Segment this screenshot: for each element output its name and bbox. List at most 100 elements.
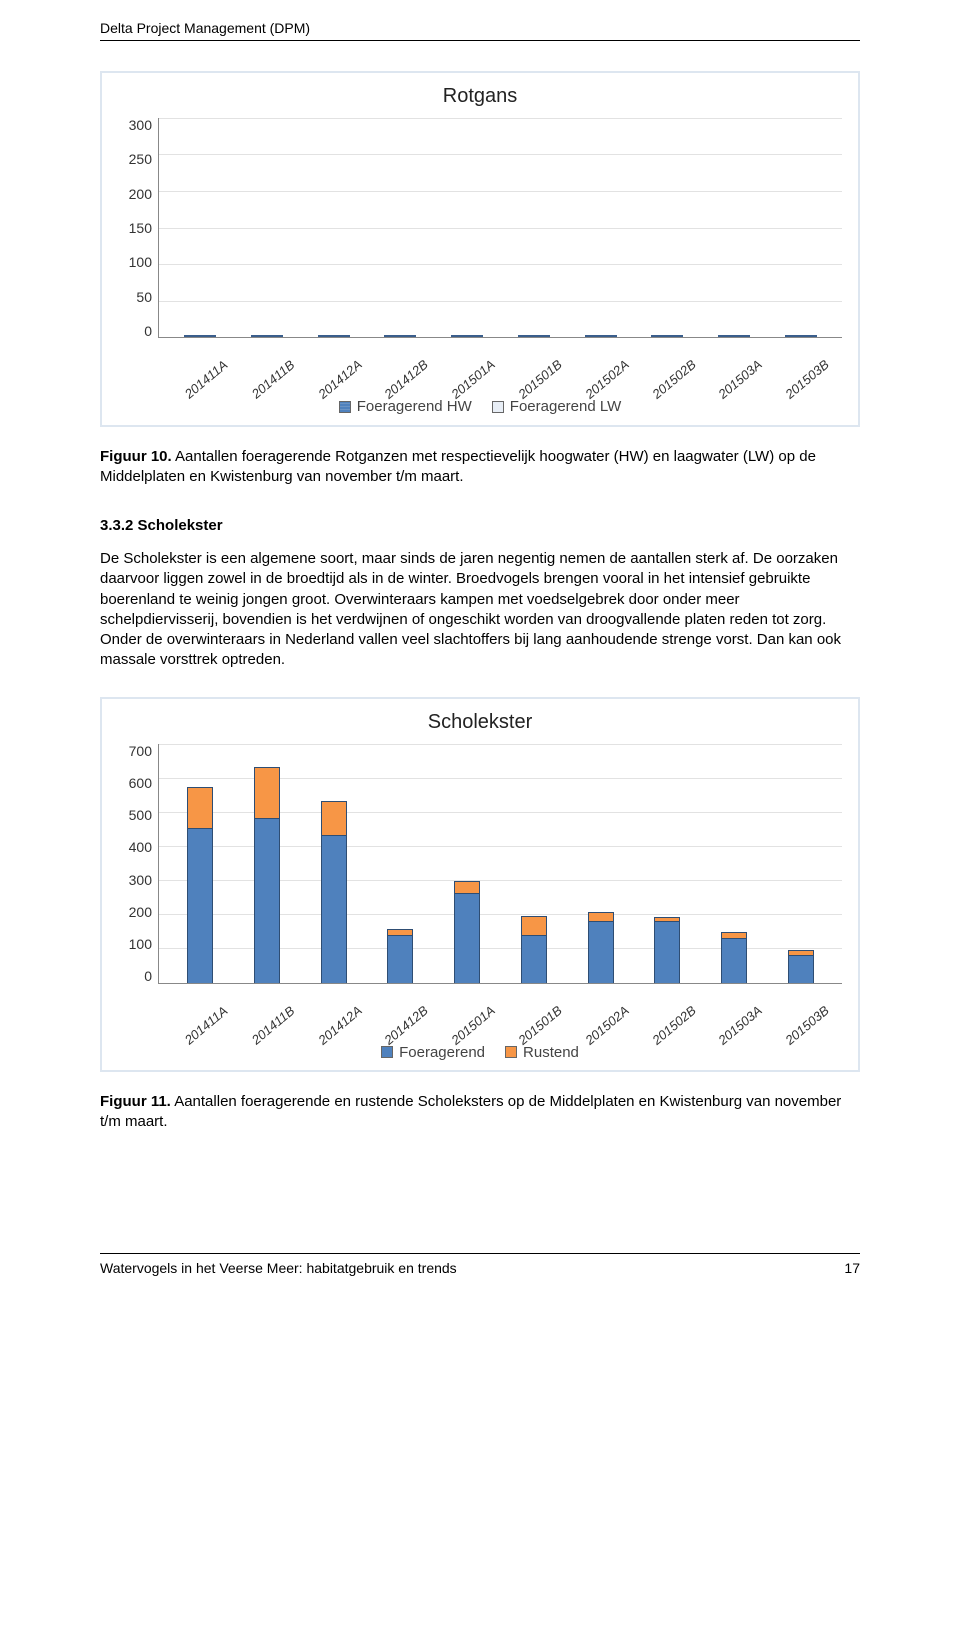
bar-group: [434, 881, 501, 982]
bar-segment: [588, 921, 614, 983]
legend-swatch: [492, 401, 504, 413]
page-header: Delta Project Management (DPM): [100, 20, 860, 36]
y-tick: 200: [129, 187, 152, 201]
chart2-plot: [158, 744, 842, 984]
bar-segment: [521, 916, 547, 935]
bar-segment: [721, 938, 747, 983]
header-rule: [100, 40, 860, 41]
chart2-legend: Foeragerend Rustend: [118, 1044, 842, 1063]
bar-stack: [387, 929, 413, 982]
bar-segment: [521, 935, 547, 983]
bar: [251, 335, 267, 337]
figure11-text: Aantallen foeragerende en rustende Schol…: [100, 1093, 841, 1130]
y-tick: 300: [129, 118, 152, 132]
bar: [518, 335, 534, 337]
figure11-caption: Figuur 11. Aantallen foeragerende en rus…: [100, 1092, 860, 1133]
bar-segment: [788, 955, 814, 982]
bar-group: [767, 950, 834, 983]
bar-stack: [788, 950, 814, 983]
section-heading: 3.3.2 Scholekster: [100, 517, 860, 534]
bar-group: [300, 335, 367, 337]
page-footer: Watervogels in het Veerse Meer: habitatg…: [100, 1253, 860, 1276]
bar: [801, 335, 817, 337]
footer-page-number: 17: [844, 1260, 860, 1276]
bar: [267, 335, 283, 337]
bar-group: [501, 916, 568, 983]
bar-segment: [254, 818, 280, 983]
chart2-y-axis: 7006005004003002001000: [118, 744, 158, 984]
bar: [334, 335, 350, 337]
figure10-label: Figuur 10.: [100, 448, 172, 465]
bar: [667, 335, 683, 337]
figure11-label: Figuur 11.: [100, 1093, 171, 1110]
bar-segment: [187, 787, 213, 828]
bar: [651, 335, 667, 337]
bar-segment: [321, 801, 347, 835]
chart-scholekster: Scholekster 7006005004003002001000 20141…: [100, 697, 860, 1073]
chart-rotgans: Rotgans 300 250 200 150 100 50 0 201411A201411…: [100, 71, 860, 427]
y-tick: 600: [129, 776, 152, 790]
bar-group: [367, 929, 434, 982]
legend-swatch: [339, 401, 351, 413]
bar: [400, 335, 416, 337]
legend-item: Foeragerend LW: [492, 398, 621, 415]
y-tick: 0: [144, 324, 152, 338]
chart1-plot: [158, 118, 842, 338]
bar: [718, 335, 734, 337]
bar-group: [701, 335, 768, 337]
bar: [200, 335, 216, 337]
bar: [384, 335, 400, 337]
bar-group: [434, 335, 501, 337]
y-tick: 150: [129, 221, 152, 235]
bar-segment: [387, 935, 413, 983]
chart1-legend: Foeragerend HWFoeragerend LW: [118, 398, 842, 417]
bar: [585, 335, 601, 337]
y-tick: 100: [129, 937, 152, 951]
bar-group: [300, 801, 367, 983]
chart1-x-labels: 201411A201411B201412A201412B201501A20150…: [158, 338, 842, 353]
bar-group: [367, 335, 434, 337]
footer-left: Watervogels in het Veerse Meer: habitatg…: [100, 1260, 457, 1276]
bar-group: [234, 767, 301, 983]
y-tick: 500: [129, 808, 152, 822]
bar-segment: [454, 881, 480, 893]
bar-group: [701, 932, 768, 983]
y-tick: 0: [144, 969, 152, 983]
bar-stack: [254, 767, 280, 983]
bar: [734, 335, 750, 337]
legend-item: Foeragerend: [381, 1044, 485, 1061]
y-tick: 400: [129, 840, 152, 854]
section-body: De Scholekster is een algemene soort, ma…: [100, 549, 860, 671]
bar: [184, 335, 200, 337]
chart2-x-labels: 201411A201411B201412A201412B201501A20150…: [158, 984, 842, 999]
bar-group: [167, 787, 234, 982]
bar: [467, 335, 483, 337]
legend-label: Foeragerend: [399, 1044, 485, 1061]
y-tick: 700: [129, 744, 152, 758]
y-tick: 250: [129, 152, 152, 166]
chart2-title: Scholekster: [118, 711, 842, 734]
legend-label: Foeragerend LW: [510, 398, 621, 415]
bar: [785, 335, 801, 337]
bar-stack: [187, 787, 213, 982]
bar-segment: [254, 767, 280, 818]
bar-segment: [654, 921, 680, 983]
bar-segment: [588, 912, 614, 921]
bar-group: [767, 335, 834, 337]
chart1-y-axis: 300 250 200 150 100 50 0: [118, 118, 158, 338]
bar-group: [567, 912, 634, 982]
bar-stack: [321, 801, 347, 983]
y-tick: 100: [129, 255, 152, 269]
chart1-title: Rotgans: [118, 85, 842, 108]
bar: [601, 335, 617, 337]
y-tick: 300: [129, 873, 152, 887]
legend-label: Rustend: [523, 1044, 579, 1061]
y-tick: 50: [136, 290, 152, 304]
bar-group: [234, 335, 301, 337]
bar-segment: [321, 835, 347, 982]
bar-stack: [654, 917, 680, 983]
bar-stack: [588, 912, 614, 982]
bar: [534, 335, 550, 337]
bar-group: [167, 335, 234, 337]
figure10-caption: Figuur 10. Aantallen foeragerende Rotgan…: [100, 447, 860, 488]
